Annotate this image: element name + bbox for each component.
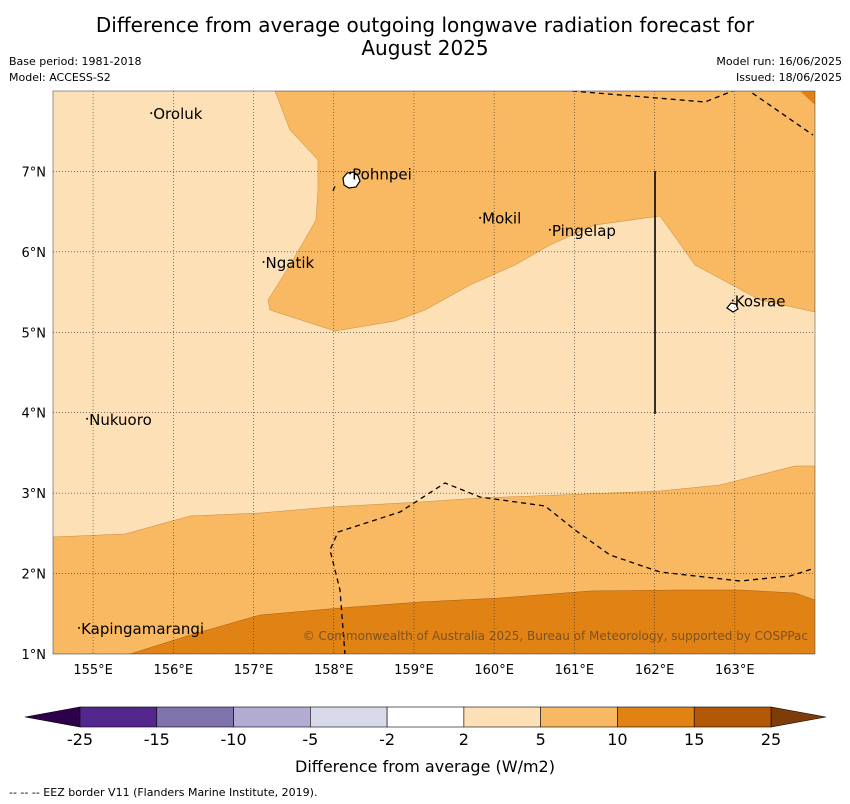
place-labels: Oroluk Pohnpei Mokil Pingelap Ngatik Kosrae Nu… xyxy=(78,105,785,638)
place-marker xyxy=(731,299,734,302)
colorbar-swatch xyxy=(233,706,311,728)
eez-border-south xyxy=(329,482,815,654)
x-axis-ticks: 155°E 156°E 157°E 158°E 159°E 160°E 161°E 162°E… xyxy=(73,663,754,678)
place-label: Kosrae xyxy=(735,293,786,311)
colorbar: -25 -15 -10 -5 -2 2 5 10 15 25 xyxy=(24,706,827,749)
pohnpei-island-shape xyxy=(342,171,361,189)
place-marker xyxy=(78,626,81,629)
y-tick-label: 5°N xyxy=(22,326,47,341)
colorbar-tick-label: 5 xyxy=(536,730,546,749)
place-label: Kapingamarangi xyxy=(81,620,204,638)
x-tick-label: 163°E xyxy=(715,663,755,678)
y-tick-label: 4°N xyxy=(22,407,47,422)
copyright-text: © Commonwealth of Australia 2025, Bureau… xyxy=(303,629,808,643)
colorbar-swatch xyxy=(540,706,618,728)
place-label: Ngatik xyxy=(266,254,315,272)
place-label: Pohnpei xyxy=(352,165,412,183)
run-info: Model run: 16/06/2025 Issued: 18/06/2025 xyxy=(716,54,842,86)
colorbar-swatch xyxy=(310,706,388,728)
y-axis-ticks: 1°N 2°N 3°N 4°N 5°N 6°N 7°N xyxy=(22,165,47,663)
x-tick-label: 155°E xyxy=(73,663,113,678)
map-plot-area: Oroluk Pohnpei Mokil Pingelap Ngatik Kosrae Nu… xyxy=(53,91,815,654)
place-label: Nukuoro xyxy=(89,411,152,429)
colorbar-tick-label: -10 xyxy=(220,730,246,749)
anomaly-fill-5-10-north xyxy=(267,91,815,332)
place-marker xyxy=(479,216,482,219)
x-tick-label: 157°E xyxy=(234,663,274,678)
base-period: Base period: 1981-2018 xyxy=(9,55,142,68)
colorbar-extend-low xyxy=(24,706,81,728)
colorbar-swatch xyxy=(617,706,695,728)
place-label: Mokil xyxy=(482,210,521,228)
eez-source-note: -- -- -- EEZ border V11 (Flanders Marine… xyxy=(9,786,318,799)
model-run: Model run: 16/06/2025 xyxy=(716,55,842,68)
kosrae-island-shape xyxy=(726,302,739,313)
x-tick-label: 159°E xyxy=(394,663,434,678)
x-tick-label: 162°E xyxy=(635,663,675,678)
anomaly-fill-10-15-north xyxy=(800,91,815,105)
y-tick-label: 6°N xyxy=(22,246,47,261)
issued-date: Issued: 18/06/2025 xyxy=(735,71,842,84)
colorbar-tick-label: -5 xyxy=(302,730,318,749)
colorbar-swatch xyxy=(156,706,234,728)
eez-border-northeast xyxy=(748,91,814,136)
colorbar-tick-label: -2 xyxy=(379,730,395,749)
y-tick-label: 3°N xyxy=(22,487,47,502)
place-label: Pingelap xyxy=(552,222,616,240)
x-tick-label: 158°E xyxy=(314,663,354,678)
plot-frame xyxy=(52,90,816,655)
title-line-2: August 2025 xyxy=(361,36,489,60)
colorbar-tick-label: -15 xyxy=(144,730,170,749)
title-line-1: Difference from average outgoing longwav… xyxy=(95,13,755,37)
y-tick-label: 7°N xyxy=(22,165,47,180)
place-marker xyxy=(262,260,265,263)
eez-border-pohnpei xyxy=(332,183,337,192)
colorbar-swatch xyxy=(386,706,465,728)
place-marker xyxy=(150,112,153,115)
model-info: Base period: 1981-2018 Model: ACCESS-S2 xyxy=(9,54,141,86)
anomaly-fill-10-15-south xyxy=(129,589,815,654)
colorbar-swatch xyxy=(79,706,158,728)
place-marker xyxy=(86,417,89,420)
chart-title: Difference from average outgoing longwav… xyxy=(0,14,850,60)
colorbar-tick-label: 10 xyxy=(607,730,627,749)
gridlines xyxy=(53,91,815,654)
colorbar-swatch xyxy=(463,706,541,728)
y-tick-label: 1°N xyxy=(22,648,47,663)
colorbar-tick-label: 15 xyxy=(684,730,704,749)
eez-borders xyxy=(329,91,815,654)
model-name: Model: ACCESS-S2 xyxy=(9,71,111,84)
colorbar-swatch xyxy=(693,706,772,728)
place-label: Oroluk xyxy=(153,105,202,123)
place-marker xyxy=(548,228,551,231)
x-tick-label: 161°E xyxy=(555,663,595,678)
x-tick-label: 156°E xyxy=(154,663,194,678)
colorbar-tick-label: 2 xyxy=(459,730,469,749)
colorbar-tick-label: 25 xyxy=(761,730,781,749)
colorbar-tick-label: -25 xyxy=(67,730,93,749)
place-marker xyxy=(349,172,352,175)
colorbar-extend-high xyxy=(770,706,827,728)
colorbar-label: Difference from average (W/m2) xyxy=(295,757,555,776)
x-tick-label: 160°E xyxy=(474,663,514,678)
y-tick-label: 2°N xyxy=(22,568,47,583)
